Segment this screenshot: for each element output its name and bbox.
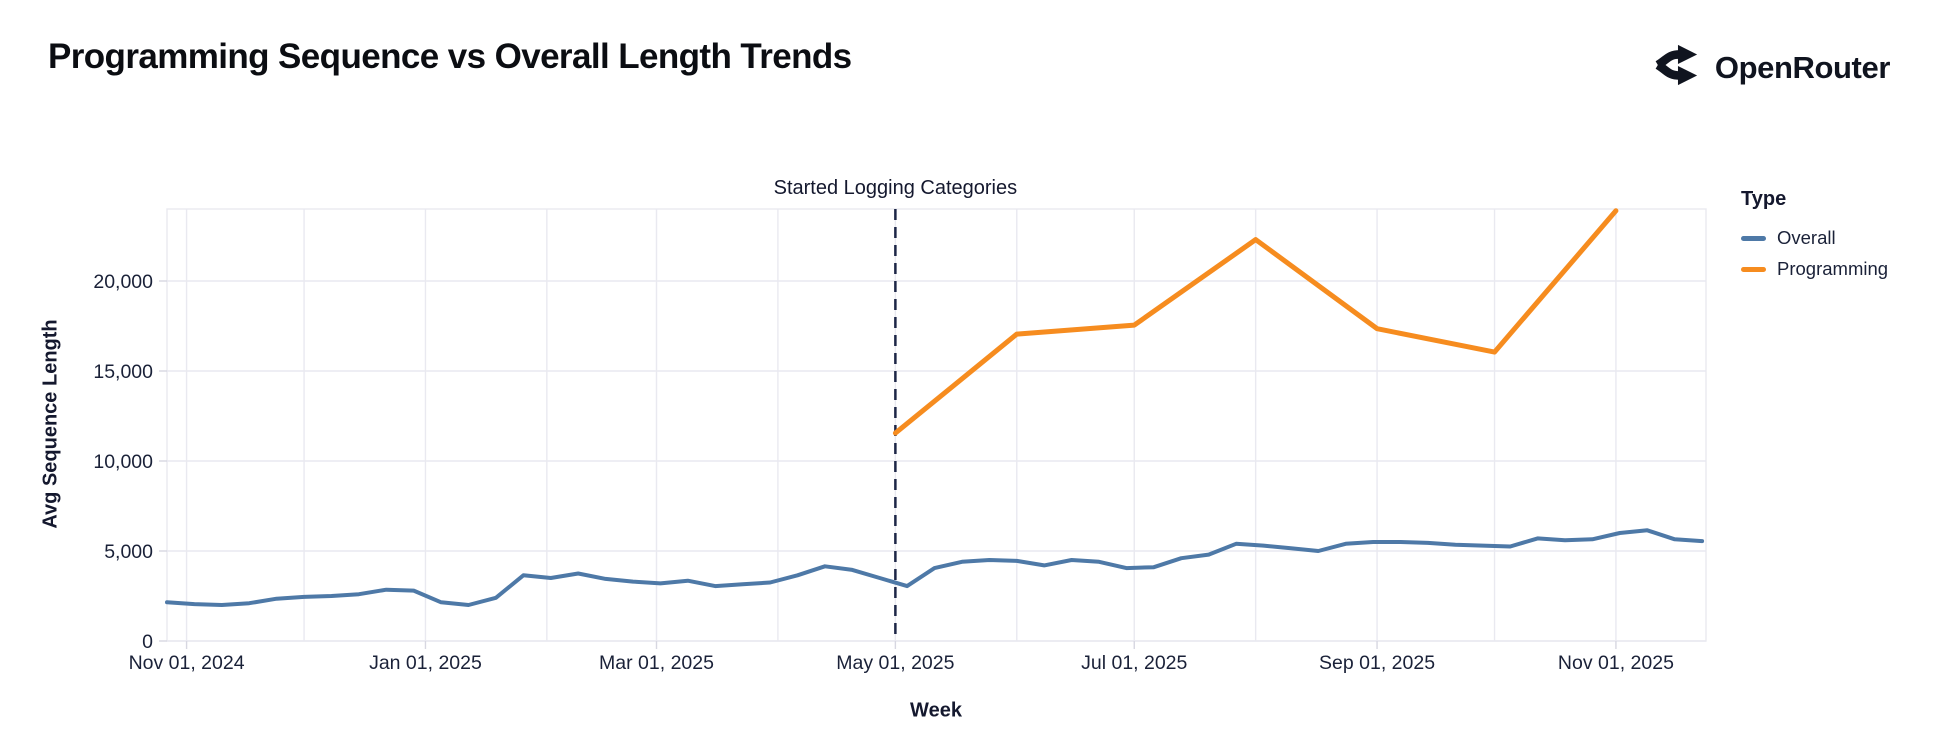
openrouter-logo: OpenRouter [1654, 42, 1890, 93]
brand-name: OpenRouter [1714, 49, 1891, 85]
x-axis-labels: Nov 01, 2024 Jan 01, 2025 Mar 01, 2025 May … [129, 652, 1675, 674]
gridlines [167, 209, 1706, 642]
overall-line [165, 528, 1705, 607]
openrouter-fork-icon [1654, 42, 1700, 93]
x-tick-label: Sep 01, 2025 [1319, 652, 1435, 674]
programming-line-swatch [1741, 266, 1766, 272]
annotation-label: Started Logging Categories [774, 177, 1018, 199]
plot-border [166, 208, 1707, 642]
legend-label-programming: Programming [1777, 258, 1889, 279]
y-tick-label: 5,000 [104, 541, 153, 563]
x-tick-label: Mar 01, 2025 [599, 652, 714, 674]
y-tick-label: 10,000 [93, 451, 153, 473]
y-axis-title: Avg Sequence Length [39, 319, 62, 529]
legend-item-programming: Programming [1741, 258, 1888, 280]
x-axis-title: Week [910, 699, 962, 722]
legend-title: Type [1741, 188, 1787, 210]
legend: Type Overall Programming [1741, 188, 1888, 289]
y-axis-labels: 0 5,000 10,000 15,000 20,000 [93, 271, 153, 653]
x-tick-label: Nov 01, 2025 [1558, 652, 1674, 674]
axis-tick-marks [159, 280, 1617, 649]
legend-label-overall: Overall [1777, 227, 1836, 248]
y-tick-label: 15,000 [93, 361, 153, 383]
overall-line-swatch [1741, 235, 1766, 241]
page-title: Programming Sequence vs Overall Length T… [48, 37, 852, 76]
x-tick-label: Jul 01, 2025 [1081, 652, 1187, 674]
x-tick-label: May 01, 2025 [836, 652, 954, 674]
y-tick-label: 0 [142, 631, 153, 653]
x-tick-label: Nov 01, 2024 [129, 652, 245, 674]
programming-line [892, 208, 1619, 436]
y-tick-label: 20,000 [93, 271, 153, 293]
legend-item-overall: Overall [1741, 227, 1888, 249]
x-tick-label: Jan 01, 2025 [369, 652, 482, 674]
